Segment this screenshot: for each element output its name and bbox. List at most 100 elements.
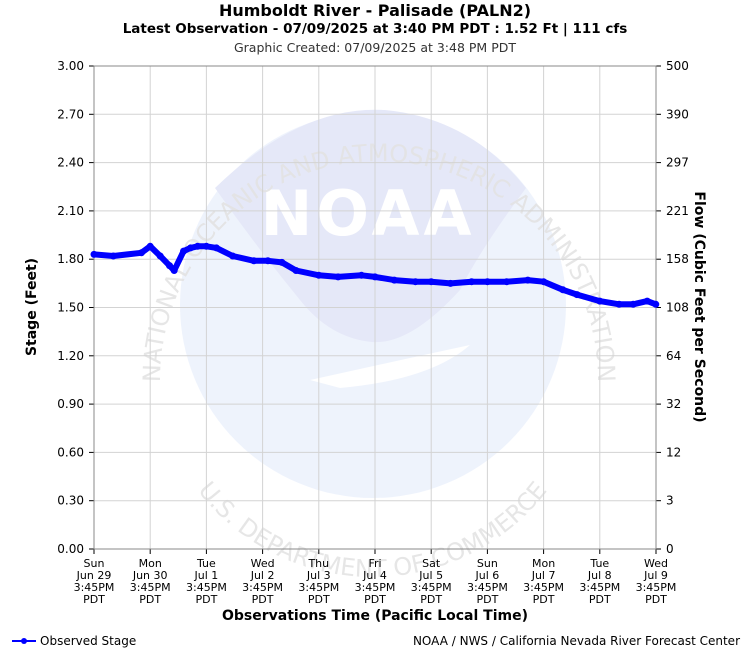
data-point bbox=[615, 300, 623, 308]
y-tick-label-right: 0 bbox=[666, 542, 674, 556]
chart-subtitle: Latest Observation - 07/09/2025 at 3:40 … bbox=[122, 21, 628, 37]
y-tick-label: 1.20 bbox=[57, 349, 84, 363]
data-point bbox=[187, 244, 195, 252]
svg-text:NOAA: NOAA bbox=[261, 177, 476, 250]
x-tick-label: 3:45PM bbox=[242, 581, 283, 594]
x-tick-label: PDT bbox=[252, 593, 274, 606]
data-point bbox=[559, 286, 567, 294]
x-tick-label: Mon bbox=[139, 557, 162, 570]
data-point bbox=[264, 257, 272, 265]
legend-label: Observed Stage bbox=[40, 634, 137, 648]
data-point bbox=[315, 271, 323, 279]
y-tick-label: 0.30 bbox=[57, 494, 84, 508]
data-point bbox=[202, 242, 210, 250]
y-tick-label: 2.10 bbox=[57, 204, 84, 218]
y-tick-label-right: 108 bbox=[666, 301, 689, 315]
y-tick-label-right: 500 bbox=[666, 59, 689, 73]
data-point bbox=[358, 271, 365, 279]
x-tick-label: Wed bbox=[644, 557, 668, 570]
x-tick-label: Jul 3 bbox=[306, 569, 331, 582]
data-point bbox=[109, 252, 117, 260]
x-tick-label: Jul 1 bbox=[194, 569, 219, 582]
data-point bbox=[250, 257, 258, 265]
x-tick-label: PDT bbox=[533, 593, 555, 606]
chart-title: Humboldt River - Palisade (PALN2) bbox=[218, 1, 532, 20]
y-tick-label-right: 158 bbox=[666, 252, 689, 266]
data-point bbox=[292, 267, 300, 274]
x-tick-label: 3:45PM bbox=[636, 581, 677, 594]
y-tick-label-right: 390 bbox=[666, 107, 689, 121]
x-tick-label: Sun bbox=[84, 557, 105, 570]
x-tick-label: Jul 9 bbox=[643, 569, 668, 582]
y-tick-label-right: 3 bbox=[666, 494, 674, 508]
x-tick-label: 3:45PM bbox=[523, 581, 564, 594]
x-tick-label: Jul 7 bbox=[531, 569, 556, 582]
y-tick-label-right: 32 bbox=[666, 397, 681, 411]
x-tick-label: PDT bbox=[139, 593, 161, 606]
data-point bbox=[371, 273, 379, 281]
y-axis-title: Stage (Feet) bbox=[24, 258, 40, 356]
x-tick-label: Jul 4 bbox=[362, 569, 387, 582]
x-tick-label: Jul 2 bbox=[250, 569, 275, 582]
y-axis-title-right: Flow (Cubic Feet per Second) bbox=[691, 191, 707, 422]
x-tick-label: Sun bbox=[477, 557, 498, 570]
data-point bbox=[390, 276, 398, 284]
data-point bbox=[643, 297, 651, 305]
grid bbox=[93, 65, 657, 550]
data-point bbox=[652, 300, 660, 308]
x-tick-label: 3:45PM bbox=[579, 581, 620, 594]
axis-labels: 0.00 0 0.30 3 0.60 12 0.90 32 1.20 64 1.50 108 1.80 1… bbox=[24, 59, 707, 624]
x-tick-label: 3:45PM bbox=[130, 581, 171, 594]
x-tick-label: PDT bbox=[364, 593, 386, 606]
y-tick-label: 3.00 bbox=[57, 59, 84, 73]
x-tick-label: Sat bbox=[422, 557, 441, 570]
data-point bbox=[483, 278, 491, 286]
data-point bbox=[503, 278, 511, 286]
data-point bbox=[411, 278, 419, 286]
x-tick-label: Mon bbox=[532, 557, 555, 570]
x-tick-label: 3:45PM bbox=[467, 581, 508, 594]
data-point bbox=[540, 278, 548, 286]
y-tick-label: 0.90 bbox=[57, 397, 84, 411]
x-tick-label: 3:45PM bbox=[74, 581, 115, 594]
data-point bbox=[90, 250, 98, 258]
data-point bbox=[229, 252, 237, 260]
data-point bbox=[596, 297, 604, 305]
x-tick-label: Wed bbox=[251, 557, 275, 570]
legend-marker-icon bbox=[12, 636, 36, 646]
y-tick-label: 0.00 bbox=[57, 542, 84, 556]
y-tick-label: 1.50 bbox=[57, 301, 84, 315]
x-tick-label: 3:45PM bbox=[411, 581, 452, 594]
x-axis-title: Observations Time (Pacific Local Time) bbox=[222, 608, 528, 624]
data-point bbox=[170, 267, 178, 274]
data-point bbox=[334, 273, 342, 281]
x-tick-label: PDT bbox=[645, 593, 667, 606]
data-point bbox=[156, 252, 164, 260]
data-point bbox=[166, 262, 173, 270]
y-tick-label-right: 221 bbox=[666, 204, 689, 218]
x-tick-label: Thu bbox=[307, 557, 329, 570]
x-tick-label: PDT bbox=[83, 593, 105, 606]
y-tick-label: 0.60 bbox=[57, 445, 84, 459]
x-tick-label: Jun 30 bbox=[132, 569, 168, 582]
legend: Observed Stage bbox=[12, 634, 136, 648]
y-tick-label-right: 64 bbox=[666, 349, 681, 363]
data-point bbox=[427, 278, 435, 286]
credit: NOAA / NWS / California Nevada River For… bbox=[412, 634, 740, 648]
x-tick-label: 3:45PM bbox=[186, 581, 227, 594]
y-tick-label-right: 297 bbox=[666, 156, 689, 170]
data-point bbox=[629, 300, 637, 308]
x-tick-label: Jul 8 bbox=[587, 569, 612, 582]
data-point bbox=[146, 242, 154, 250]
x-tick-label: PDT bbox=[195, 593, 217, 606]
data-point bbox=[137, 249, 145, 257]
series-layer bbox=[90, 242, 660, 308]
y-tick-label: 2.70 bbox=[57, 107, 84, 121]
y-tick-label: 2.40 bbox=[57, 156, 84, 170]
x-tick-label: 3:45PM bbox=[298, 581, 339, 594]
x-tick-label: Tue bbox=[589, 557, 609, 570]
noaa-watermark: NOAA NATIONAL OCEANIC AND ATMOSPHERIC AD… bbox=[138, 109, 620, 583]
graphic-created: Graphic Created: 07/09/2025 at 3:48 PM P… bbox=[233, 40, 516, 55]
x-tick-label: Fri bbox=[368, 557, 381, 570]
